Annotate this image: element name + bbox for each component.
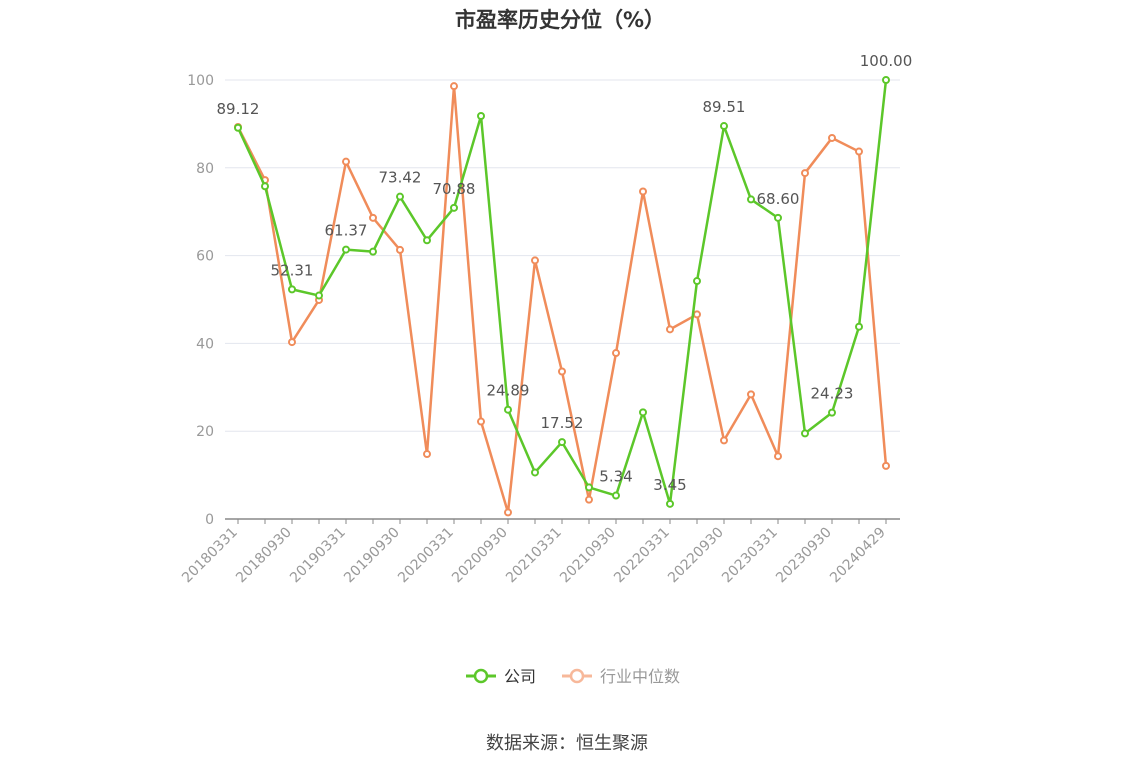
x-tick-label: 20180930 xyxy=(233,525,295,587)
data-label: 68.60 xyxy=(757,190,800,208)
data-point-company xyxy=(774,213,782,222)
data-label: 73.42 xyxy=(379,169,422,187)
data-point-company xyxy=(504,405,512,414)
data-label: 24.89 xyxy=(487,382,530,400)
data-labels: 89.12 52.31 61.37 73.42 70.88 24.89 17.52 5.34 3… xyxy=(217,52,913,494)
legend-item-company[interactable]: 公司 xyxy=(466,667,536,686)
data-point-industry xyxy=(531,256,539,265)
legend-item-industry[interactable]: 行业中位数 xyxy=(562,667,680,686)
data-point-company xyxy=(693,277,701,286)
data-point-company xyxy=(450,203,458,212)
legend-marker xyxy=(473,668,489,684)
y-tick-label: 0 xyxy=(205,512,214,528)
data-point-industry xyxy=(396,245,404,254)
data-point-company xyxy=(342,245,350,254)
data-label: 3.45 xyxy=(653,476,686,494)
x-tick-label: 20230930 xyxy=(773,525,835,587)
source-note: 数据来源：恒生聚源 xyxy=(486,733,648,754)
data-point-industry xyxy=(558,367,566,376)
data-point-industry xyxy=(477,417,485,426)
x-tick-label: 20220930 xyxy=(665,525,727,587)
data-point-company xyxy=(747,195,755,204)
y-axis: 0 20 40 60 80 100 xyxy=(187,73,214,528)
data-point-industry xyxy=(585,495,593,504)
data-point-industry xyxy=(342,157,350,166)
data-point-industry xyxy=(288,338,296,347)
data-point-industry xyxy=(450,82,458,91)
x-axis: 2018033120180930201903312019093020200331… xyxy=(179,518,900,587)
x-tick-label: 20180331 xyxy=(179,525,241,587)
x-tick-label: 20190930 xyxy=(341,525,403,587)
data-point-industry xyxy=(612,349,620,358)
data-point-company xyxy=(720,122,728,131)
y-tick-label: 20 xyxy=(196,424,214,440)
data-point-company xyxy=(396,192,404,201)
data-point-company xyxy=(882,76,890,84)
data-point-industry xyxy=(801,169,809,178)
data-point-company xyxy=(855,322,863,331)
data-point-company xyxy=(261,182,269,191)
data-point-company xyxy=(369,247,377,256)
data-point-company xyxy=(828,408,836,417)
data-point-company xyxy=(639,408,647,417)
data-point-industry xyxy=(423,450,431,459)
chart-title: 市盈率历史分位（%） xyxy=(454,8,666,32)
data-point-industry xyxy=(747,390,755,399)
data-point-company xyxy=(801,429,809,438)
x-tick-label: 20240429 xyxy=(827,525,889,587)
x-tick-label: 20200930 xyxy=(449,525,511,587)
data-label: 24.23 xyxy=(811,385,854,403)
x-tick-label: 20210930 xyxy=(557,525,619,587)
y-tick-label: 80 xyxy=(196,161,214,177)
data-point-industry xyxy=(828,133,836,142)
y-tick-label: 60 xyxy=(196,249,214,265)
x-tick-label: 20230331 xyxy=(719,525,781,587)
x-tick-label: 20210331 xyxy=(503,525,565,587)
x-tick-label: 20200331 xyxy=(395,525,457,587)
data-point-industry xyxy=(666,325,674,334)
data-point-industry xyxy=(720,436,728,445)
data-point-company xyxy=(612,491,620,500)
data-point-industry xyxy=(774,452,782,461)
y-tick-label: 100 xyxy=(187,73,214,89)
data-point-company xyxy=(234,123,242,132)
data-point-industry xyxy=(369,213,377,222)
data-point-company xyxy=(477,111,485,120)
data-point-industry xyxy=(639,187,647,196)
data-point-industry xyxy=(855,147,863,156)
data-label: 52.31 xyxy=(271,261,314,279)
data-point-company xyxy=(315,291,323,300)
legend-marker xyxy=(569,668,585,684)
data-point-industry xyxy=(504,508,512,517)
legend-label: 行业中位数 xyxy=(600,667,680,686)
legend[interactable]: 公司 行业中位数 xyxy=(466,667,680,686)
data-point-company xyxy=(666,499,674,508)
data-point-company xyxy=(288,285,296,294)
data-label: 100.00 xyxy=(860,52,913,70)
data-point-industry xyxy=(882,461,890,470)
grid-lines xyxy=(225,79,900,432)
data-point-company xyxy=(531,468,539,477)
y-tick-label: 40 xyxy=(196,336,214,352)
data-label: 17.52 xyxy=(541,414,584,432)
series-layer xyxy=(234,76,890,517)
data-label: 5.34 xyxy=(599,468,632,486)
x-tick-label: 20190331 xyxy=(287,525,349,587)
data-point-company xyxy=(585,483,593,492)
x-tick-label: 20220331 xyxy=(611,525,673,587)
data-label: 89.51 xyxy=(703,98,746,116)
data-point-company xyxy=(423,236,431,245)
data-point-company xyxy=(558,438,566,447)
data-label: 89.12 xyxy=(217,100,260,118)
data-label: 70.88 xyxy=(433,180,476,198)
legend-label: 公司 xyxy=(504,667,536,686)
data-label: 61.37 xyxy=(325,222,368,240)
data-point-industry xyxy=(693,310,701,319)
